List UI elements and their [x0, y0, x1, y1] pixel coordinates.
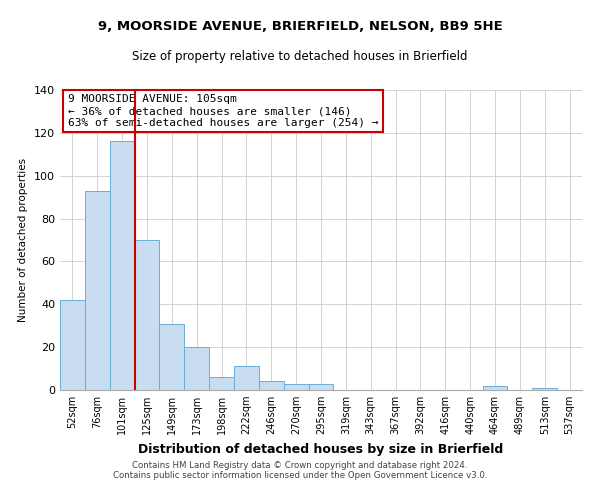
Bar — [160, 324, 184, 390]
Text: 9 MOORSIDE AVENUE: 105sqm
← 36% of detached houses are smaller (146)
63% of semi: 9 MOORSIDE AVENUE: 105sqm ← 36% of detac… — [68, 94, 379, 128]
Text: 9, MOORSIDE AVENUE, BRIERFIELD, NELSON, BB9 5HE: 9, MOORSIDE AVENUE, BRIERFIELD, NELSON, … — [98, 20, 502, 33]
Bar — [134, 240, 160, 390]
Bar — [284, 384, 308, 390]
Bar — [110, 142, 134, 390]
Bar — [234, 366, 259, 390]
Bar — [482, 386, 508, 390]
X-axis label: Distribution of detached houses by size in Brierfield: Distribution of detached houses by size … — [139, 442, 503, 456]
Bar — [308, 384, 334, 390]
Bar — [259, 382, 284, 390]
Y-axis label: Number of detached properties: Number of detached properties — [19, 158, 28, 322]
Bar — [60, 300, 85, 390]
Bar — [532, 388, 557, 390]
Bar — [209, 377, 234, 390]
Text: Size of property relative to detached houses in Brierfield: Size of property relative to detached ho… — [132, 50, 468, 63]
Bar — [85, 190, 110, 390]
Text: Contains HM Land Registry data © Crown copyright and database right 2024.
Contai: Contains HM Land Registry data © Crown c… — [113, 460, 487, 480]
Bar — [184, 347, 209, 390]
